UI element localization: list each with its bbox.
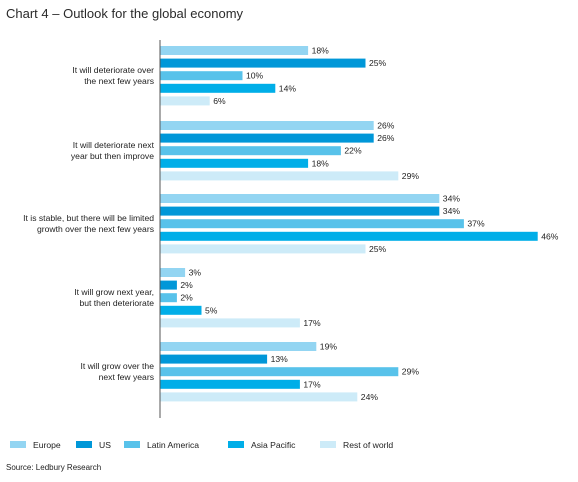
data-label: 5% xyxy=(205,305,218,315)
bar xyxy=(160,206,440,216)
data-label: 3% xyxy=(189,268,202,278)
bar xyxy=(160,121,374,130)
data-label: 25% xyxy=(369,58,387,68)
data-label: 29% xyxy=(402,367,420,377)
category-label: year but then improve xyxy=(71,151,154,161)
legend-label: Europe xyxy=(33,440,61,450)
bar xyxy=(160,158,309,168)
category-label: It is stable, but there will be limited xyxy=(23,213,154,223)
bar xyxy=(160,367,399,377)
bar xyxy=(160,231,538,241)
data-label: 13% xyxy=(271,354,289,364)
category-label: the next few years xyxy=(84,76,154,86)
legend-swatch xyxy=(320,441,336,448)
bar xyxy=(160,133,374,143)
category-label: next few years xyxy=(99,372,154,382)
chart-source: Source: Ledbury Research xyxy=(6,463,101,472)
bar xyxy=(160,318,300,328)
bar xyxy=(160,305,202,315)
data-label: 34% xyxy=(443,206,461,216)
data-label: 25% xyxy=(369,244,387,254)
data-label: 37% xyxy=(467,219,485,229)
data-label: 26% xyxy=(377,121,395,131)
chart-title: Chart 4 – Outlook for the global economy xyxy=(6,6,244,21)
bar xyxy=(160,219,464,229)
data-label: 24% xyxy=(361,392,379,402)
category-label: It will deteriorate over xyxy=(72,65,154,75)
bar xyxy=(160,293,177,303)
category-label: It will grow next year, xyxy=(74,287,154,297)
bar xyxy=(160,83,276,93)
bar xyxy=(160,46,309,55)
legend-swatch xyxy=(10,441,26,448)
category-label: It will grow over the xyxy=(80,361,154,371)
data-label: 18% xyxy=(312,158,330,168)
category-label: It will deteriorate next xyxy=(73,140,155,150)
data-label: 18% xyxy=(312,46,330,56)
category-label: but then deteriorate xyxy=(79,298,154,308)
data-label: 6% xyxy=(213,96,226,106)
data-label: 10% xyxy=(246,71,264,81)
data-label: 22% xyxy=(344,146,362,156)
bar xyxy=(160,96,210,106)
data-label: 2% xyxy=(180,293,193,303)
legend-label: Rest of world xyxy=(343,440,393,450)
data-label: 46% xyxy=(541,231,559,241)
bar xyxy=(160,146,341,156)
bar xyxy=(160,280,177,290)
data-label: 2% xyxy=(180,280,193,290)
bar xyxy=(160,194,440,203)
data-label: 19% xyxy=(320,342,338,352)
legend-label: US xyxy=(99,440,111,450)
bar xyxy=(160,354,268,364)
bar xyxy=(160,379,300,389)
legend-label: Asia Pacific xyxy=(251,440,296,450)
bar xyxy=(160,71,243,81)
data-label: 17% xyxy=(303,318,321,328)
bar xyxy=(160,58,366,68)
bar xyxy=(160,342,317,351)
data-label: 34% xyxy=(443,194,461,204)
legend-swatch xyxy=(124,441,140,448)
bar xyxy=(160,244,366,254)
bar xyxy=(160,268,186,277)
bar xyxy=(160,171,399,181)
category-label: growth over the next few years xyxy=(37,224,154,234)
bar xyxy=(160,392,358,402)
data-label: 14% xyxy=(279,83,297,93)
legend-label: Latin America xyxy=(147,440,199,450)
legend-swatch xyxy=(228,441,244,448)
legend-swatch xyxy=(76,441,92,448)
data-label: 26% xyxy=(377,133,395,143)
data-label: 17% xyxy=(303,379,321,389)
legend: Europe US Latin America Asia Pacific Rest of… xyxy=(10,440,393,450)
data-label: 29% xyxy=(402,171,420,181)
